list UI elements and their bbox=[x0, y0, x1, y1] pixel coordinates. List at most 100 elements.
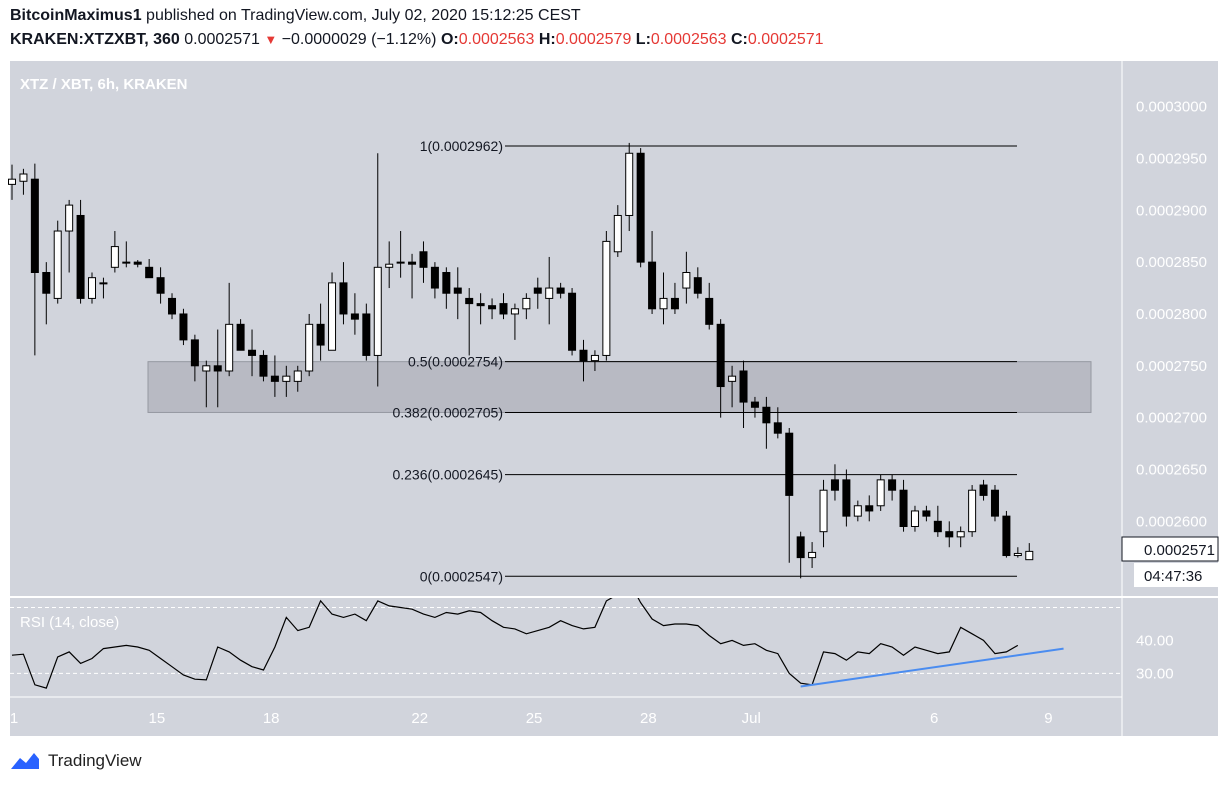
countdown-box bbox=[1134, 563, 1218, 587]
candle bbox=[408, 253, 417, 299]
fib-level-label: 0.382(0.0002705) bbox=[392, 404, 503, 420]
candle-body bbox=[465, 297, 474, 305]
candle bbox=[30, 163, 39, 356]
candle bbox=[933, 505, 942, 537]
candle-body bbox=[979, 484, 988, 496]
price-axis-tick: 0.0003000 bbox=[1136, 99, 1207, 116]
candle bbox=[396, 231, 405, 278]
fib-level-label: 0(0.0002547) bbox=[420, 568, 503, 584]
candle bbox=[213, 329, 222, 408]
candle bbox=[556, 282, 565, 299]
candle-body bbox=[248, 349, 257, 356]
candle-body bbox=[259, 354, 268, 377]
candle bbox=[796, 531, 805, 579]
candle bbox=[865, 495, 874, 522]
candle-body bbox=[373, 266, 382, 356]
candle bbox=[453, 267, 462, 320]
candle-body bbox=[568, 292, 577, 351]
time-axis-tick: 28 bbox=[640, 710, 657, 727]
candle bbox=[785, 428, 794, 563]
candle-body bbox=[19, 173, 28, 182]
candle-body bbox=[773, 422, 782, 434]
candle bbox=[350, 293, 359, 335]
candle bbox=[888, 474, 897, 501]
candle bbox=[8, 164, 16, 200]
candle bbox=[385, 241, 394, 289]
candle-body bbox=[785, 432, 794, 496]
candle-body bbox=[933, 520, 942, 533]
low-label: L: bbox=[635, 31, 651, 48]
candle-body bbox=[408, 261, 417, 265]
candle-body bbox=[99, 282, 108, 285]
candle-body bbox=[8, 178, 16, 185]
candle bbox=[613, 205, 622, 257]
candle-body bbox=[42, 271, 51, 294]
candle bbox=[899, 479, 908, 532]
candle-body bbox=[156, 277, 165, 294]
candle-body bbox=[865, 505, 874, 512]
candle-body bbox=[739, 370, 748, 403]
candle-body bbox=[350, 313, 359, 320]
candle-body bbox=[476, 303, 485, 307]
candle-body bbox=[385, 263, 394, 268]
candle-body bbox=[533, 287, 542, 294]
candle-body bbox=[168, 297, 177, 315]
candle-body bbox=[270, 375, 279, 382]
candle-body bbox=[590, 354, 599, 362]
candle-body bbox=[750, 401, 759, 408]
rsi-trendline[interactable] bbox=[800, 647, 1064, 688]
candle bbox=[373, 153, 382, 387]
candle bbox=[305, 313, 314, 377]
candle-body bbox=[682, 271, 691, 289]
candle bbox=[282, 365, 291, 397]
time-axis-tick: 22 bbox=[411, 710, 428, 727]
candle-body bbox=[328, 282, 337, 351]
candle bbox=[362, 303, 371, 361]
candle bbox=[716, 319, 725, 418]
time-axis-tick: 6 bbox=[930, 710, 938, 727]
candle bbox=[88, 272, 97, 304]
author-name[interactable]: BitcoinMaximus1 bbox=[10, 7, 142, 24]
candle bbox=[430, 262, 439, 299]
tradingview-logo[interactable]: TradingView bbox=[8, 750, 142, 772]
candle bbox=[259, 350, 268, 382]
candle-body bbox=[122, 261, 131, 264]
candle bbox=[705, 282, 714, 330]
candle bbox=[293, 365, 302, 392]
candle bbox=[670, 282, 679, 314]
candle-body bbox=[968, 489, 977, 533]
last-price: 0.0002571 bbox=[184, 31, 260, 48]
candle bbox=[99, 277, 108, 299]
candle bbox=[145, 259, 154, 279]
candle bbox=[225, 282, 234, 377]
candle bbox=[945, 521, 954, 548]
candle-body bbox=[396, 261, 405, 264]
price-tag-value: 0.0002571 bbox=[1144, 542, 1215, 559]
low-value: 0.0002563 bbox=[650, 31, 727, 48]
candle bbox=[545, 256, 554, 325]
high-label: H: bbox=[538, 31, 556, 48]
candle-body bbox=[853, 505, 862, 517]
candle-body bbox=[613, 214, 622, 253]
candle bbox=[53, 220, 62, 304]
candle bbox=[248, 329, 257, 377]
candle bbox=[499, 293, 508, 320]
candle bbox=[830, 464, 839, 501]
candle bbox=[910, 505, 919, 532]
candle bbox=[1025, 543, 1034, 561]
candle bbox=[236, 319, 245, 351]
candle-body bbox=[53, 230, 62, 299]
candle-body bbox=[819, 489, 828, 533]
rsi-label: RSI (14, close) bbox=[20, 614, 119, 631]
price-axis-tick: 0.0002900 bbox=[1136, 202, 1207, 219]
candle bbox=[968, 485, 977, 537]
open-value: 0.0002563 bbox=[458, 31, 535, 48]
candle bbox=[442, 267, 451, 309]
rsi-line bbox=[11, 598, 1019, 689]
candle bbox=[728, 365, 737, 408]
candle-body bbox=[76, 214, 85, 299]
candle-body bbox=[202, 365, 211, 372]
price-axis-tick: 0.0002700 bbox=[1136, 410, 1207, 427]
candle-body bbox=[362, 313, 371, 356]
